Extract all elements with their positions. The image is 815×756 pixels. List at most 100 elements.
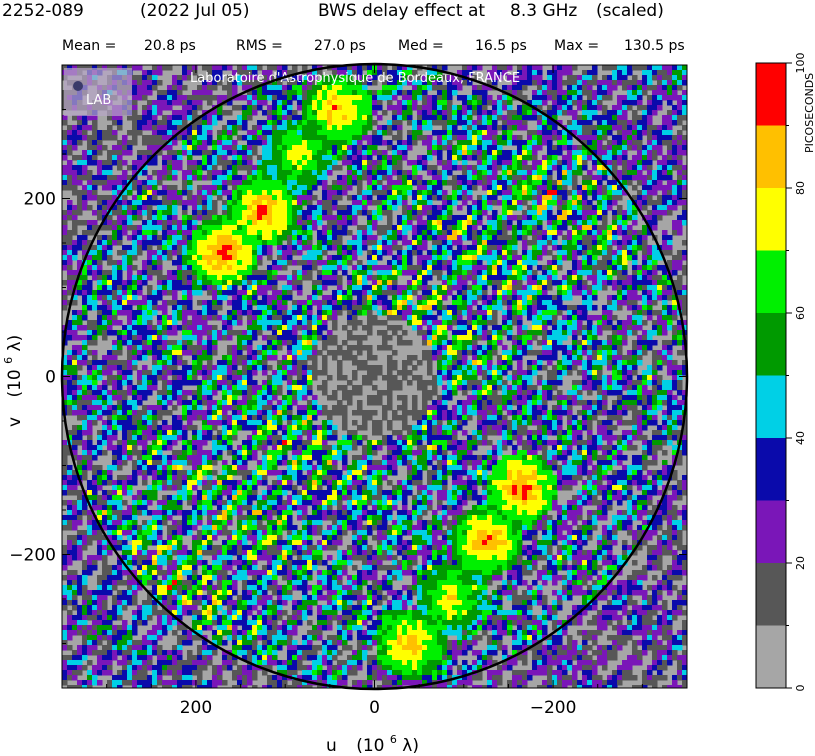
heatmap-cell	[312, 145, 318, 151]
heatmap-cell	[102, 235, 108, 241]
heatmap-cell	[657, 125, 663, 131]
heatmap-cell	[302, 245, 308, 251]
heatmap-cell	[397, 105, 403, 111]
heatmap-cell	[567, 280, 573, 286]
heatmap-cell	[572, 270, 578, 276]
heatmap-cell	[402, 225, 408, 231]
heatmap-cell	[387, 185, 393, 191]
heatmap-cell	[487, 280, 493, 286]
heatmap-cell	[292, 260, 298, 266]
heatmap-cell	[552, 165, 558, 171]
heatmap-cell	[437, 245, 443, 251]
heatmap-cell	[437, 65, 443, 71]
heatmap-cell	[537, 290, 543, 296]
heatmap-cell	[342, 250, 348, 256]
heatmap-cell	[292, 160, 298, 166]
heatmap-cell	[452, 260, 458, 266]
heatmap-cell	[227, 85, 233, 91]
heatmap-cell	[287, 245, 293, 251]
heatmap-cell	[272, 125, 278, 131]
heatmap-cell	[437, 235, 443, 241]
heatmap-cell	[87, 175, 93, 181]
heatmap-cell	[207, 185, 213, 191]
heatmap-cell	[312, 65, 318, 71]
heatmap-cell	[407, 285, 413, 291]
heatmap-cell	[377, 165, 383, 171]
heatmap-cell	[592, 190, 598, 196]
heatmap-cell	[442, 135, 448, 141]
heatmap-cell	[497, 200, 503, 206]
heatmap-cell	[232, 285, 238, 291]
heatmap-cell	[467, 155, 473, 161]
heatmap-cell	[542, 280, 548, 286]
heatmap-cell	[132, 300, 138, 306]
heatmap-cell	[652, 265, 658, 271]
heatmap-cell	[312, 280, 318, 286]
heatmap-cell	[122, 180, 128, 186]
heatmap-cell	[637, 140, 643, 146]
heatmap-cell	[602, 80, 608, 86]
heatmap-cell	[517, 135, 523, 141]
heatmap-cell	[532, 195, 538, 201]
heatmap-cell	[622, 170, 628, 176]
heatmap-cell	[92, 140, 98, 146]
heatmap-cell	[457, 280, 463, 286]
heatmap-cell	[627, 160, 633, 166]
heatmap-cell	[72, 220, 78, 226]
heatmap-cell	[232, 205, 238, 211]
heatmap-cell	[432, 240, 438, 246]
heatmap-cell	[437, 215, 443, 221]
heatmap-cell	[342, 205, 348, 211]
heatmap-cell	[502, 280, 508, 286]
heatmap-cell	[217, 195, 223, 201]
heatmap-cell	[582, 260, 588, 266]
heatmap-cell	[492, 210, 498, 216]
heatmap-cell	[107, 130, 113, 136]
heatmap-cell	[647, 220, 653, 226]
heatmap-cell	[527, 150, 533, 156]
heatmap-cell	[302, 265, 308, 271]
heatmap-cell	[252, 165, 258, 171]
heatmap-cell	[347, 195, 353, 201]
heatmap-cell	[102, 180, 108, 186]
heatmap-cell	[142, 165, 148, 171]
heatmap-cell	[342, 105, 348, 111]
heatmap-cell	[167, 140, 173, 146]
heatmap-cell	[467, 140, 473, 146]
heatmap-cell	[412, 235, 418, 241]
heatmap-cell	[237, 165, 243, 171]
heatmap-cell	[67, 280, 73, 286]
heatmap-cell	[357, 275, 363, 281]
heatmap-cell	[257, 190, 263, 196]
heatmap-cell	[527, 205, 533, 211]
heatmap-cell	[282, 255, 288, 261]
heatmap-cell	[427, 275, 433, 281]
heatmap-cell	[72, 230, 78, 236]
heatmap-cell	[182, 170, 188, 176]
heatmap-cell	[267, 90, 273, 96]
heatmap-cell	[352, 280, 358, 286]
heatmap-cell	[272, 265, 278, 271]
heatmap-cell	[112, 260, 118, 266]
heatmap-cell	[382, 65, 388, 71]
heatmap-cell	[667, 150, 673, 156]
heatmap-cell	[242, 190, 248, 196]
heatmap-cell	[612, 145, 618, 151]
heatmap-cell	[282, 90, 288, 96]
heatmap-cell	[197, 175, 203, 181]
heatmap-cell	[272, 185, 278, 191]
heatmap-cell	[352, 160, 358, 166]
heatmap-cell	[482, 285, 488, 291]
heatmap-cell	[242, 65, 248, 71]
heatmap-cell	[507, 65, 513, 71]
heatmap-cell	[337, 190, 343, 196]
heatmap-cell	[527, 215, 533, 221]
heatmap-cell	[492, 150, 498, 156]
heatmap-cell	[197, 265, 203, 271]
heatmap-cell	[377, 200, 383, 206]
heatmap-cell	[347, 180, 353, 186]
heatmap-cell	[292, 80, 298, 86]
heatmap-cell	[512, 160, 518, 166]
heatmap-cell	[202, 250, 208, 256]
heatmap-cell	[327, 160, 333, 166]
